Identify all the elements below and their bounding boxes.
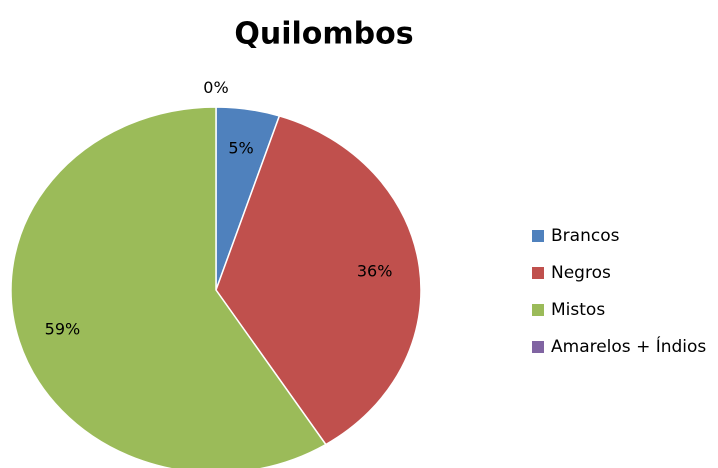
legend-label: Negros	[551, 263, 611, 283]
chart-title: Quilombos	[234, 17, 413, 52]
legend-swatch	[532, 341, 544, 353]
data-label: 36%	[357, 262, 393, 281]
legend-label: Mistos	[551, 300, 605, 320]
pie-slice	[10, 106, 327, 468]
legend-swatch	[532, 267, 544, 279]
data-label: 0%	[203, 78, 228, 97]
pie-slice	[215, 115, 422, 446]
data-label: 5%	[228, 139, 253, 158]
legend-label: Amarelos + Índios	[551, 335, 706, 357]
legend-label: Brancos	[551, 226, 620, 246]
legend-swatch	[532, 304, 544, 316]
legend-swatch	[532, 230, 544, 242]
data-label: 59%	[45, 319, 81, 338]
